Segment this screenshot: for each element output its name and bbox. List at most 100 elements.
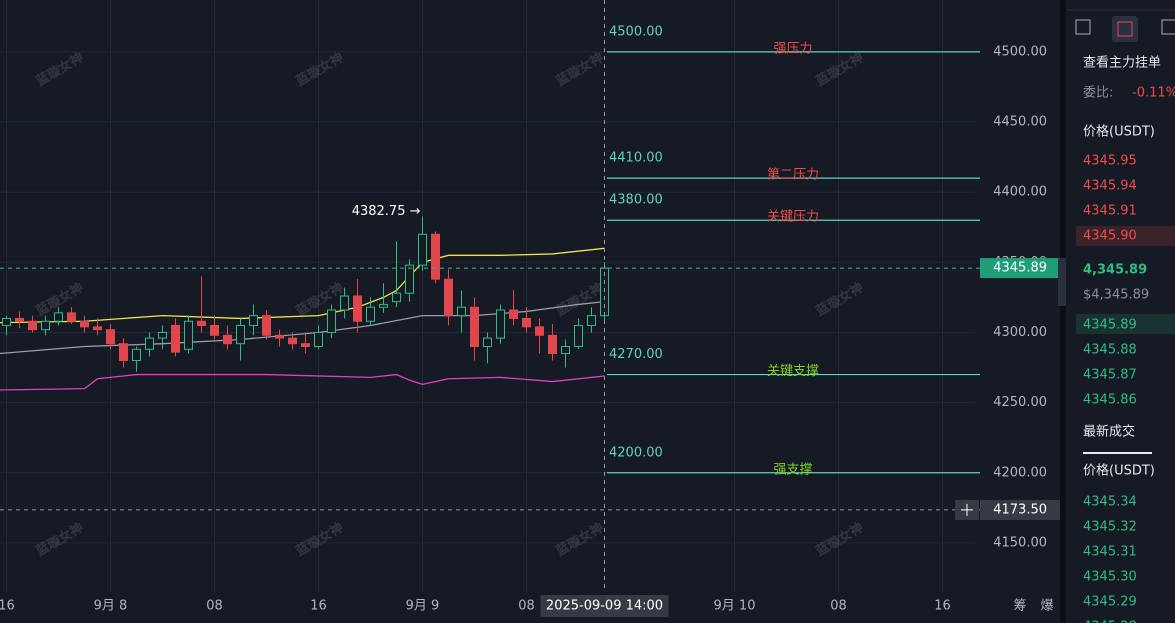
candle-body xyxy=(470,306,479,348)
candle-body xyxy=(574,324,583,348)
last-price-tag xyxy=(980,258,1060,279)
candle-body xyxy=(158,331,167,339)
candle-body xyxy=(548,334,557,355)
level-value: 4500.00 xyxy=(609,24,663,39)
x-tick-label: 16 xyxy=(0,599,15,614)
ratio-label: 委比: xyxy=(1083,86,1113,101)
indicator-line xyxy=(0,373,605,391)
x-tick-label: 9月 10 xyxy=(714,599,756,614)
y-tick-label: 4200.00 xyxy=(993,465,1047,480)
ask-price: 4345.91 xyxy=(1083,204,1137,219)
x-tick-label: 08 xyxy=(206,599,223,614)
icon[interactable] xyxy=(1112,16,1138,42)
crosshair-y-label: 4173.50 xyxy=(993,502,1047,517)
ask-price: 4345.95 xyxy=(1083,154,1137,169)
level-label: 关键压力 xyxy=(767,210,819,225)
trades-header: 价格(USDT) xyxy=(1083,463,1155,479)
axis-button[interactable]: 筹 xyxy=(1013,598,1026,614)
bid-price: 4345.89 xyxy=(1083,318,1137,333)
candle-body xyxy=(275,334,284,339)
add-icon xyxy=(961,503,973,516)
candle-body xyxy=(223,334,232,345)
ask-price: 4345.90 xyxy=(1083,229,1137,244)
ask-price: 4345.94 xyxy=(1083,179,1137,194)
y-tick-label: 4150.00 xyxy=(993,535,1047,550)
candle-body xyxy=(431,233,440,280)
x-tick-label: 08 xyxy=(518,599,535,614)
x-tick-label: 16 xyxy=(934,599,951,614)
candle-body xyxy=(379,303,388,308)
divider xyxy=(1060,0,1066,623)
candle-body xyxy=(210,324,219,336)
level-value: 4270.00 xyxy=(609,347,663,362)
candle-body xyxy=(535,326,544,336)
candle-body xyxy=(522,317,531,328)
x-tick-label: 9月 9 xyxy=(406,599,440,614)
trade-price: 4345.29 xyxy=(1083,595,1137,610)
candle-body xyxy=(392,292,401,303)
candle-body xyxy=(444,278,453,317)
candle-body xyxy=(54,312,63,322)
crosshair-x-label: 2025-09-09 14:00 xyxy=(546,599,663,614)
y-tick-label: 4400.00 xyxy=(993,185,1047,200)
candle-body xyxy=(340,295,349,311)
trade-price: 4345.28 xyxy=(1083,620,1137,623)
candle-body xyxy=(184,320,193,350)
ratio-value: -0.11% xyxy=(1132,86,1175,101)
candle-body xyxy=(587,315,596,326)
candle-body xyxy=(145,337,154,350)
mid-price: 4,345.89 xyxy=(1083,263,1147,278)
crosshair-x-tag xyxy=(540,595,669,617)
candle-body xyxy=(41,320,50,331)
candle-body xyxy=(366,306,375,322)
candle-body xyxy=(288,337,297,345)
indicator-line xyxy=(0,300,605,355)
candle-body xyxy=(262,315,271,336)
candle-body xyxy=(353,295,362,322)
candle-body xyxy=(171,324,180,353)
candle-body xyxy=(28,320,37,331)
candle-body xyxy=(119,343,128,362)
trade-price: 4345.31 xyxy=(1083,545,1137,560)
candle-body xyxy=(106,329,115,345)
bid-highlight xyxy=(1076,314,1175,334)
candle-body xyxy=(15,317,24,322)
level-value: 4380.00 xyxy=(609,193,663,208)
icon[interactable] xyxy=(1075,19,1091,35)
crosshair-y-tag xyxy=(980,499,1060,520)
candle-body xyxy=(236,324,245,345)
trades-title: 最新成交 xyxy=(1083,424,1135,440)
candle-body xyxy=(80,320,89,328)
bid-price: 4345.87 xyxy=(1083,368,1137,383)
level-label: 第二压力 xyxy=(767,168,819,183)
bid-price: 4345.86 xyxy=(1083,393,1137,408)
icon[interactable] xyxy=(1161,19,1175,35)
bid-price: 4345.88 xyxy=(1083,343,1137,358)
level-label: 强支撑 xyxy=(773,462,812,477)
candle-body xyxy=(509,309,518,319)
candle-body xyxy=(197,320,206,326)
candle-body xyxy=(405,264,414,294)
candle-body xyxy=(483,337,492,348)
candle-body xyxy=(93,326,102,331)
x-tick-label: 9月 8 xyxy=(94,599,128,614)
y-tick-label: 4250.00 xyxy=(993,395,1047,410)
level-value: 4410.00 xyxy=(609,151,663,166)
panel-toggle[interactable] xyxy=(1058,258,1068,306)
x-tick-label: 08 xyxy=(830,599,847,614)
axis-button[interactable]: 爆 xyxy=(1040,599,1053,614)
x-tick-label: 16 xyxy=(310,599,327,614)
ask-highlight xyxy=(1076,226,1175,246)
icon[interactable] xyxy=(1117,21,1133,37)
candle-body xyxy=(301,343,310,348)
mid-usd: $4,345.89 xyxy=(1083,288,1149,303)
y-tick-label: 4300.00 xyxy=(993,325,1047,340)
candle-body xyxy=(132,348,141,362)
candle-body xyxy=(457,306,466,317)
last-price-label: 4345.89 xyxy=(993,261,1047,276)
level-value: 4200.00 xyxy=(609,445,663,460)
indicator-line xyxy=(0,247,605,324)
